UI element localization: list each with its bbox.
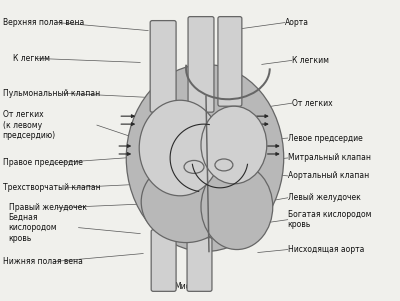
Text: Левый желудочек: Левый желудочек bbox=[288, 193, 360, 202]
FancyBboxPatch shape bbox=[150, 20, 176, 112]
Text: Левое предсердие: Левое предсердие bbox=[288, 134, 362, 143]
Ellipse shape bbox=[141, 161, 231, 243]
Text: Трехстворчатый клапан: Трехстворчатый клапан bbox=[3, 183, 100, 192]
Text: Нижняя полая вена: Нижняя полая вена bbox=[3, 257, 82, 266]
FancyBboxPatch shape bbox=[188, 17, 214, 112]
Text: К легким: К легким bbox=[13, 54, 50, 63]
Ellipse shape bbox=[184, 160, 204, 173]
Text: Миокард: Миокард bbox=[174, 282, 210, 291]
FancyBboxPatch shape bbox=[187, 237, 212, 291]
Ellipse shape bbox=[215, 159, 233, 171]
Text: Верхняя полая вена: Верхняя полая вена bbox=[3, 18, 84, 27]
Text: От легких: От легких bbox=[292, 99, 332, 108]
Ellipse shape bbox=[126, 64, 284, 252]
Text: Богатая кислородом
кровь: Богатая кислородом кровь bbox=[288, 210, 371, 229]
Ellipse shape bbox=[201, 164, 273, 250]
FancyBboxPatch shape bbox=[151, 230, 176, 291]
FancyBboxPatch shape bbox=[218, 17, 242, 106]
Text: Нисходящая аорта: Нисходящая аорта bbox=[288, 245, 364, 254]
Text: Аорта: Аорта bbox=[285, 18, 309, 27]
Text: Бедная
кислородом
кровь: Бедная кислородом кровь bbox=[9, 213, 57, 243]
Text: Правое предсердие: Правое предсердие bbox=[3, 158, 82, 167]
Text: От легких
(к левому
предсердию): От легких (к левому предсердию) bbox=[3, 110, 56, 140]
Ellipse shape bbox=[139, 100, 221, 196]
Ellipse shape bbox=[201, 106, 267, 184]
Text: Пульмональный клапан: Пульмональный клапан bbox=[3, 89, 100, 98]
Text: Правый желудочек: Правый желудочек bbox=[9, 203, 87, 212]
Text: К легким: К легким bbox=[292, 56, 329, 65]
Text: Аортальный клапан: Аортальный клапан bbox=[288, 171, 369, 180]
Text: Митральный клапан: Митральный клапан bbox=[288, 154, 371, 163]
